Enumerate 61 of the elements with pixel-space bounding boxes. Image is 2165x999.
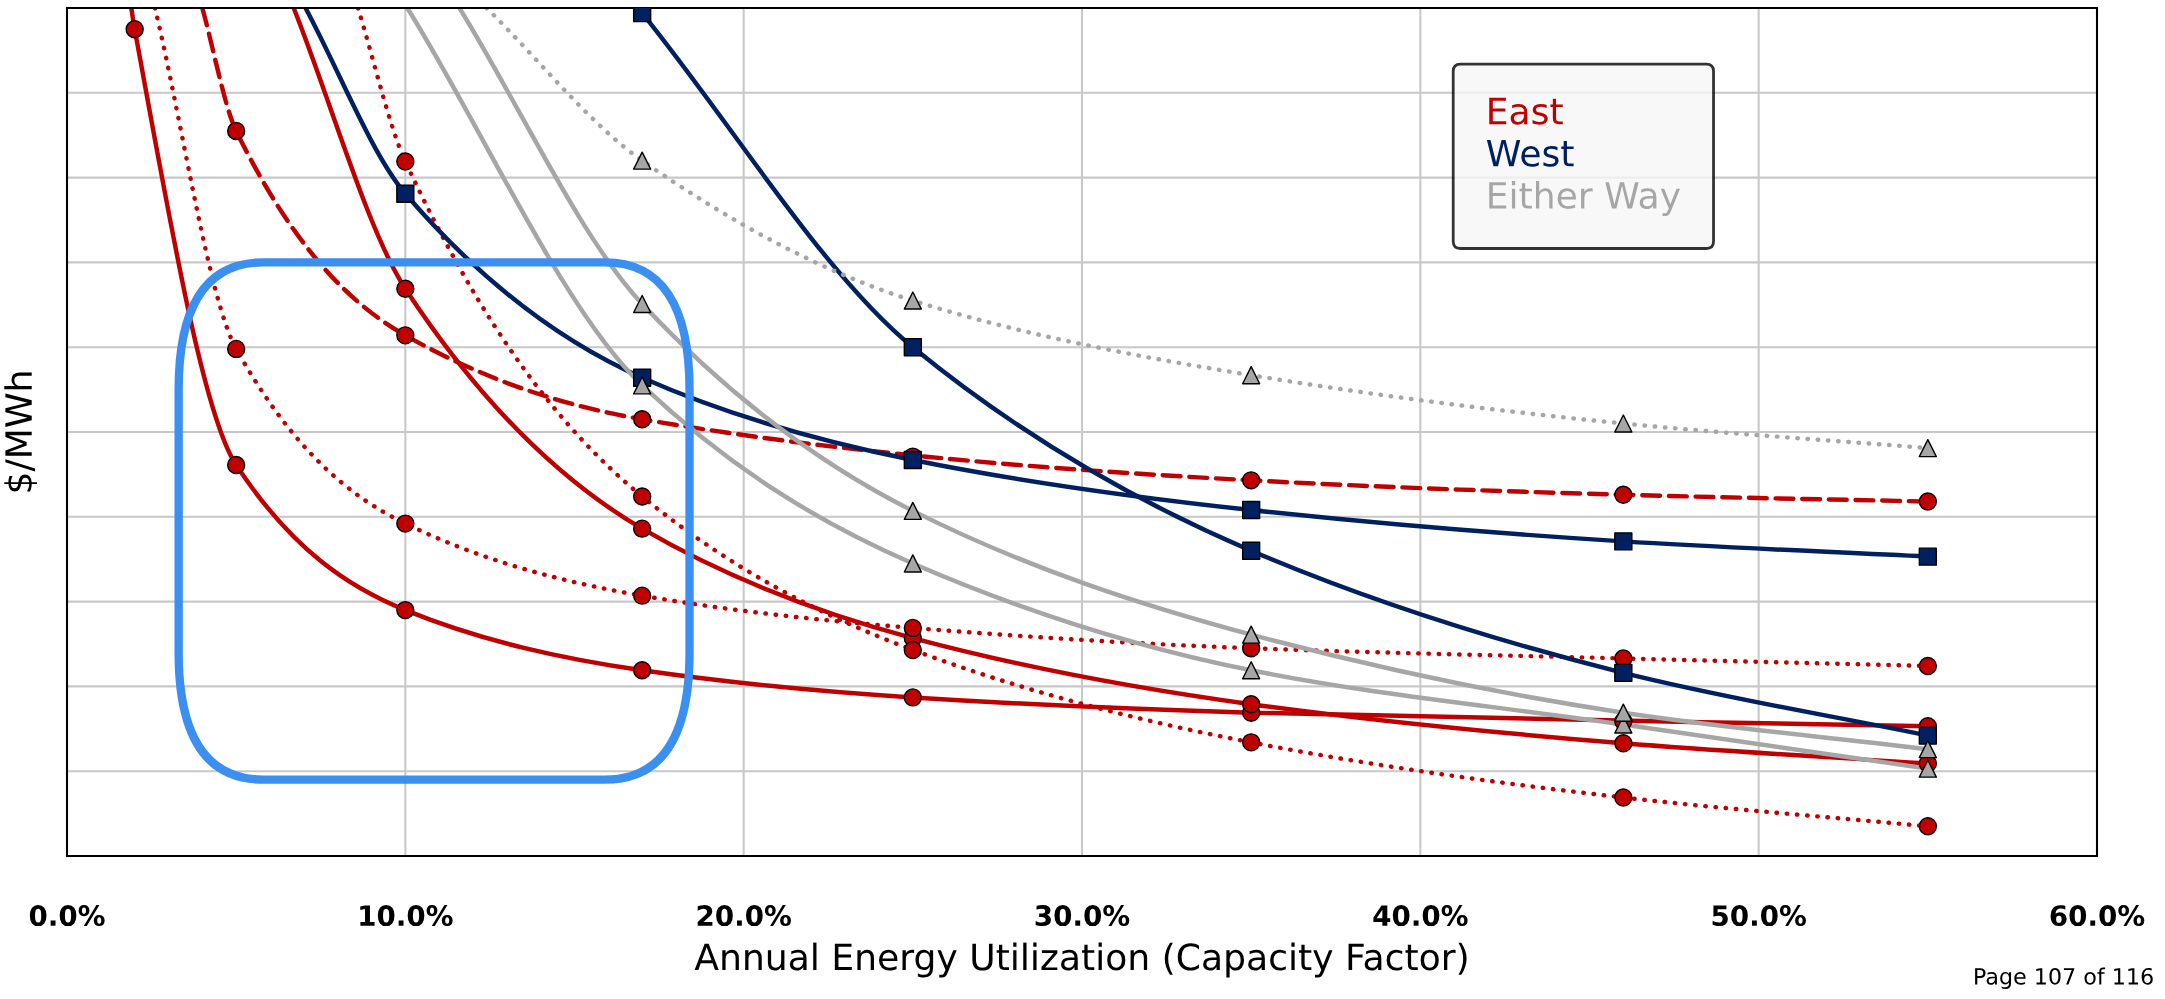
point <box>1614 703 1633 722</box>
x-tick-label: 10.0% <box>360 905 453 927</box>
point <box>632 294 652 314</box>
point <box>632 586 652 605</box>
point <box>632 410 652 429</box>
x-tick-label: 20.0% <box>697 905 791 927</box>
point <box>226 121 246 141</box>
x-tick-label: 60.0% <box>2050 905 2145 927</box>
point <box>396 514 415 533</box>
point <box>1614 663 1633 683</box>
point <box>903 618 923 638</box>
point <box>1918 438 1938 458</box>
point <box>396 184 415 203</box>
point <box>903 291 923 310</box>
point <box>1918 739 1938 759</box>
point <box>1614 414 1633 433</box>
point <box>632 487 652 506</box>
text: East <box>1489 97 1563 125</box>
point <box>1241 695 1261 714</box>
text: Either Way <box>1489 181 1680 217</box>
point <box>396 279 415 298</box>
point <box>903 688 923 707</box>
point <box>1241 365 1261 385</box>
point <box>632 519 652 538</box>
point <box>903 337 923 357</box>
point <box>1918 759 1938 778</box>
point <box>1241 661 1261 680</box>
point <box>1614 485 1633 504</box>
y-axis-title: $/MWh <box>4 372 38 492</box>
point <box>1241 733 1261 752</box>
text: Page 107 of 116 <box>1975 967 2153 990</box>
point <box>903 554 923 573</box>
point <box>903 640 923 660</box>
point <box>632 376 652 395</box>
point <box>396 600 415 620</box>
point <box>632 151 652 170</box>
point <box>226 339 246 359</box>
point <box>1241 625 1261 644</box>
point <box>1918 656 1938 676</box>
x-tick-label: 30.0% <box>1035 905 1130 927</box>
point <box>396 152 415 171</box>
text: West <box>1486 140 1574 167</box>
x-axis-title: Annual Energy Utilization (Capacity Factor) <box>694 942 1467 978</box>
x-tick-label: 0.0% <box>29 905 105 927</box>
x-tick-label: 50.0% <box>1712 905 1806 927</box>
point <box>1241 500 1261 520</box>
point <box>1614 788 1633 807</box>
point <box>1241 471 1261 490</box>
point <box>1918 726 1938 745</box>
point <box>125 19 144 39</box>
point <box>632 661 652 680</box>
point <box>1918 547 1938 566</box>
point <box>903 501 923 521</box>
point <box>1241 541 1261 560</box>
point <box>226 455 246 475</box>
point <box>1918 492 1938 511</box>
point <box>1614 532 1633 551</box>
point <box>1614 734 1633 753</box>
point <box>1918 817 1938 836</box>
point <box>396 326 415 345</box>
x-tick-label: 40.0% <box>1373 905 1468 927</box>
